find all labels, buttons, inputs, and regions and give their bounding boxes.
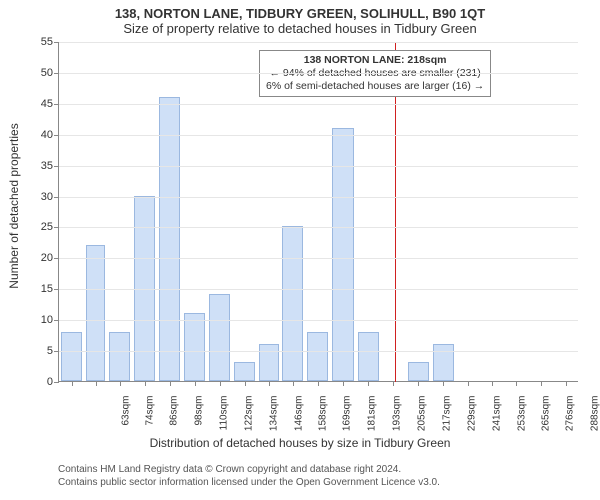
histogram-bar [184, 313, 205, 381]
annotation-line-3: 6% of semi-detached houses are larger (1… [266, 80, 484, 92]
histogram-bar [259, 344, 278, 381]
footer-line-1: Contains HM Land Registry data © Crown c… [58, 464, 590, 477]
y-tick-label: 25 [29, 221, 53, 233]
y-tick-label: 20 [29, 252, 53, 264]
gridline [59, 197, 578, 198]
plot-area: 138 NORTON LANE: 218sqm ← 94% of detache… [58, 42, 578, 382]
histogram-bar [408, 362, 429, 381]
y-tick-label: 30 [29, 191, 53, 203]
x-tick-mark [318, 381, 319, 386]
y-tick-label: 55 [29, 36, 53, 48]
footer: Contains HM Land Registry data © Crown c… [0, 464, 600, 489]
y-tick-mark [54, 227, 59, 228]
y-tick-label: 0 [29, 376, 53, 388]
chart-container: Number of detached properties 138 NORTON… [0, 36, 600, 464]
x-tick-mark [393, 381, 394, 386]
x-tick-mark [96, 381, 97, 386]
y-tick-mark [54, 351, 59, 352]
y-tick-mark [54, 73, 59, 74]
x-tick-mark [195, 381, 196, 386]
histogram-bar [209, 294, 230, 381]
y-tick-mark [54, 135, 59, 136]
gridline [59, 320, 578, 321]
histogram-bar [61, 332, 82, 381]
y-tick-mark [54, 289, 59, 290]
y-axis-label: Number of detached properties [7, 123, 21, 288]
page-title: 138, NORTON LANE, TIDBURY GREEN, SOLIHUL… [0, 6, 600, 21]
y-tick-mark [54, 166, 59, 167]
x-tick-mark [120, 381, 121, 386]
x-tick-mark [145, 381, 146, 386]
histogram-bar [282, 226, 303, 381]
gridline [59, 166, 578, 167]
x-tick-mark [368, 381, 369, 386]
histogram-bar [307, 332, 328, 381]
x-axis-label: Distribution of detached houses by size … [0, 436, 600, 450]
footer-line-2: Contains public sector information licen… [58, 477, 590, 490]
histogram-bar [134, 196, 155, 381]
x-tick-mark [468, 381, 469, 386]
y-tick-label: 40 [29, 129, 53, 141]
histogram-bar [159, 97, 180, 381]
y-tick-label: 15 [29, 283, 53, 295]
y-tick-mark [54, 42, 59, 43]
x-tick-mark [293, 381, 294, 386]
x-tick-mark [492, 381, 493, 386]
y-tick-label: 45 [29, 98, 53, 110]
x-tick-mark [269, 381, 270, 386]
gridline [59, 289, 578, 290]
x-tick-mark [72, 381, 73, 386]
annotation-line-1: 138 NORTON LANE: 218sqm [304, 54, 447, 66]
y-tick-label: 35 [29, 160, 53, 172]
x-tick-mark [245, 381, 246, 386]
x-tick-mark [566, 381, 567, 386]
x-tick-mark [170, 381, 171, 386]
y-tick-mark [54, 197, 59, 198]
y-tick-mark [54, 258, 59, 259]
x-tick-mark [516, 381, 517, 386]
gridline [59, 351, 578, 352]
y-tick-label: 10 [29, 314, 53, 326]
histogram-bar [433, 344, 454, 381]
histogram-bar [109, 332, 130, 381]
gridline [59, 104, 578, 105]
y-tick-label: 50 [29, 67, 53, 79]
y-tick-mark [54, 320, 59, 321]
x-tick-mark [343, 381, 344, 386]
y-tick-mark [54, 104, 59, 105]
histogram-bar [86, 245, 105, 381]
y-tick-mark [54, 382, 59, 383]
x-tick-mark [220, 381, 221, 386]
histogram-bar [358, 332, 379, 381]
page-subtitle: Size of property relative to detached ho… [0, 21, 600, 36]
title-block: 138, NORTON LANE, TIDBURY GREEN, SOLIHUL… [0, 0, 600, 36]
gridline [59, 42, 578, 43]
x-tick-mark [443, 381, 444, 386]
y-tick-label: 5 [29, 345, 53, 357]
gridline [59, 258, 578, 259]
gridline [59, 135, 578, 136]
gridline [59, 227, 578, 228]
x-tick-mark [418, 381, 419, 386]
gridline [59, 73, 578, 74]
histogram-bar [234, 362, 255, 381]
x-tick-mark [541, 381, 542, 386]
